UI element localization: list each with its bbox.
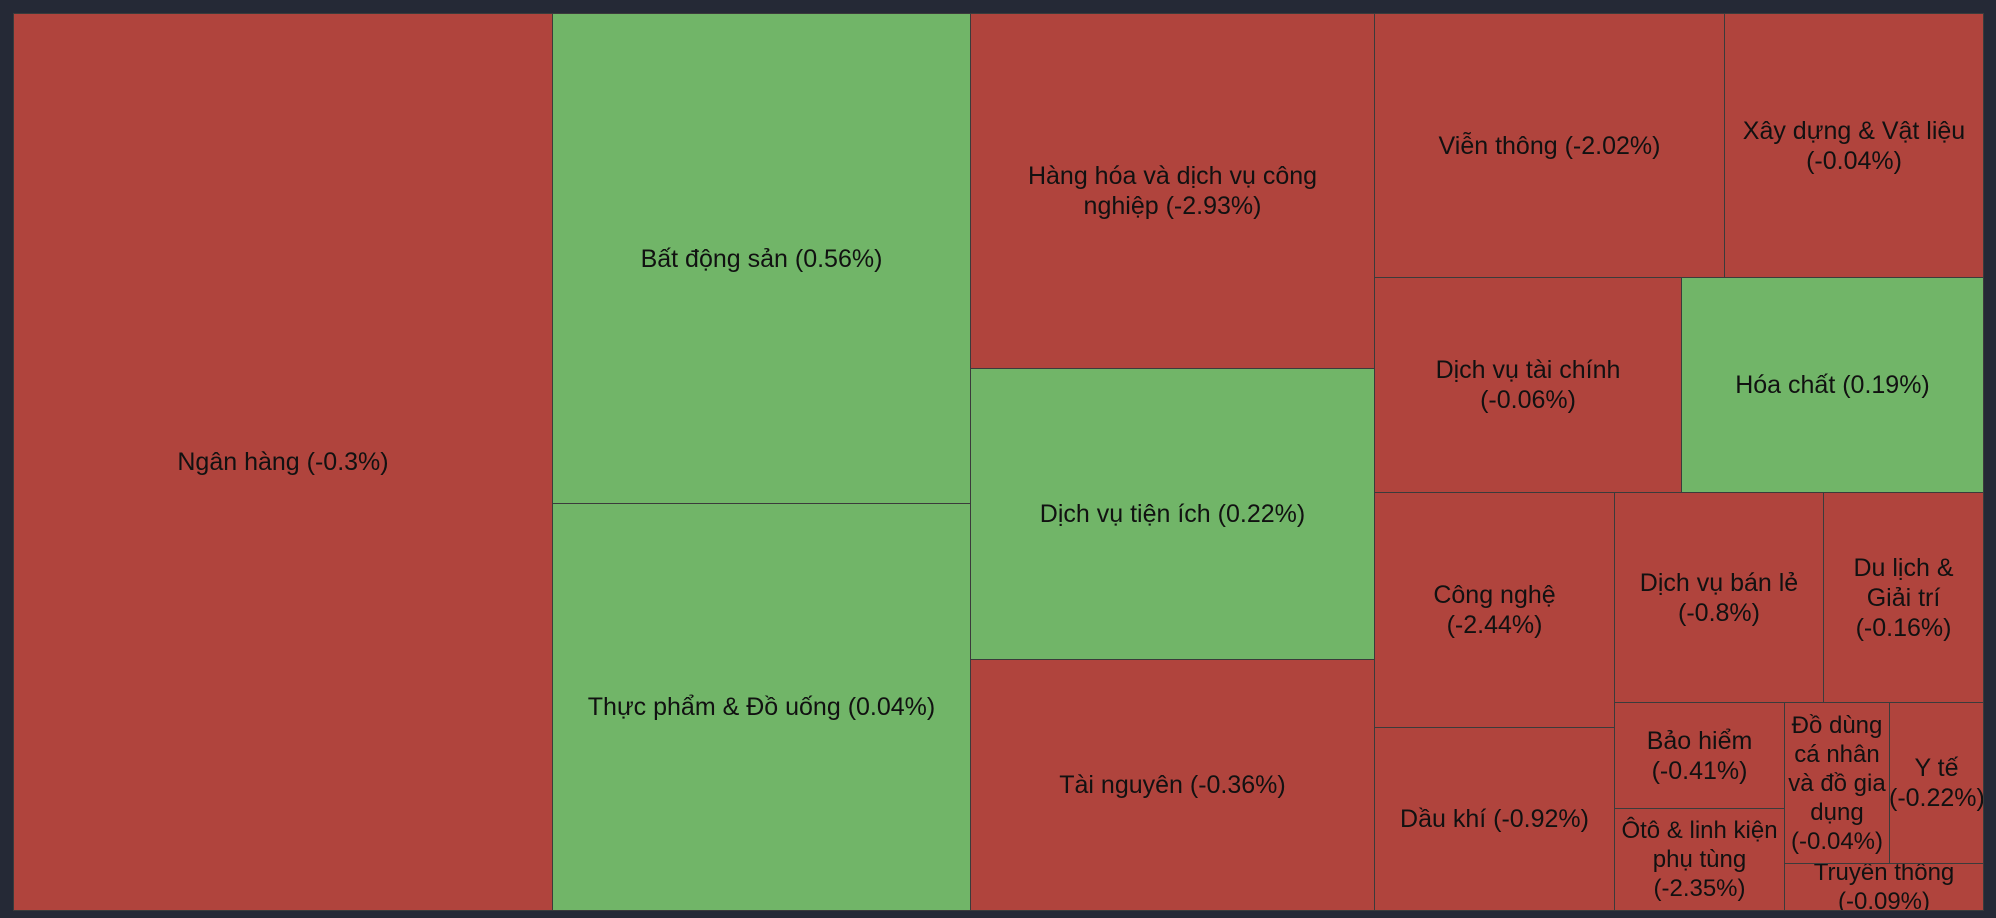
tile-bat-dong-san[interactable]: Bất động sản (0.56%) [552, 13, 971, 504]
tile-oto[interactable]: Ôtô & linh kiện phụ tùng (-2.35%) [1614, 808, 1785, 911]
tile-label: Truyền thông (-0.09%) [1813, 863, 1955, 911]
tile-label: Bất động sản (0.56%) [640, 244, 883, 273]
tile-dich-vu-ban-le[interactable]: Dịch vụ bán lẻ (-0.8%) [1614, 492, 1824, 703]
tile-label: Ngân hàng (-0.3%) [177, 448, 389, 476]
tile-bao-hiem[interactable]: Bảo hiểm (-0.41%) [1614, 702, 1785, 809]
tile-vien-thong[interactable]: Viễn thông (-2.02%) [1374, 13, 1725, 278]
tile-y-te[interactable]: Y tế (-0.22%) [1889, 702, 1984, 864]
tile-label: Dầu khí (-0.92%) [1400, 805, 1589, 833]
tile-label: Tài nguyên (-0.36%) [1059, 771, 1286, 799]
tile-thuc-pham[interactable]: Thực phẩm & Đồ uống (0.04%) [552, 503, 971, 911]
tile-hang-hoa[interactable]: Hàng hóa và dịch vụ công nghiệp (-2.93%) [970, 13, 1375, 369]
tile-hoa-chat[interactable]: Hóa chất (0.19%) [1681, 277, 1984, 493]
tile-label: Du lịch & Giải trí (-0.16%) [1853, 553, 1954, 642]
tile-label: Xây dựng & Vật liệu (-0.04%) [1742, 116, 1966, 175]
tile-xay-dung[interactable]: Xây dựng & Vật liệu (-0.04%) [1724, 13, 1984, 278]
tile-dich-vu-tien-ich[interactable]: Dịch vụ tiện ích (0.22%) [970, 368, 1375, 660]
tile-label: Y tế (-0.22%) [1889, 754, 1984, 812]
tile-truyen-thong[interactable]: Truyền thông (-0.09%) [1784, 863, 1984, 911]
tile-du-lich[interactable]: Du lịch & Giải trí (-0.16%) [1823, 492, 1984, 703]
tile-label: Thực phẩm & Đồ uống (0.04%) [587, 693, 936, 721]
tile-label: Ôtô & linh kiện phụ tùng (-2.35%) [1621, 817, 1778, 902]
tile-label: Bảo hiểm (-0.41%) [1646, 726, 1753, 785]
tile-label: Công nghệ (-2.44%) [1433, 581, 1556, 639]
tile-dich-vu-tai-chinh[interactable]: Dịch vụ tài chính (-0.06%) [1374, 277, 1682, 493]
tile-label: Dịch vụ tài chính (-0.06%) [1435, 356, 1621, 414]
tile-dau-khi[interactable]: Dầu khí (-0.92%) [1374, 727, 1615, 911]
tile-label: Viễn thông (-2.02%) [1438, 131, 1661, 160]
tile-do-dung[interactable]: Đồ dùng cá nhân và đồ gia dụng (-0.04%) [1784, 702, 1890, 864]
tile-label: Hàng hóa và dịch vụ công nghiệp (-2.93%) [1027, 162, 1318, 220]
tile-label: Đồ dùng cá nhân và đồ gia dụng (-0.04%) [1788, 711, 1886, 855]
tile-label: Hóa chất (0.19%) [1735, 371, 1930, 399]
tile-cong-nghe[interactable]: Công nghệ (-2.44%) [1374, 492, 1615, 728]
tile-ngan-hang[interactable]: Ngân hàng (-0.3%) [13, 13, 553, 911]
tile-tai-nguyen[interactable]: Tài nguyên (-0.36%) [970, 659, 1375, 911]
tile-label: Dịch vụ bán lẻ (-0.8%) [1639, 568, 1799, 627]
tile-label: Dịch vụ tiện ích (0.22%) [1039, 500, 1306, 528]
